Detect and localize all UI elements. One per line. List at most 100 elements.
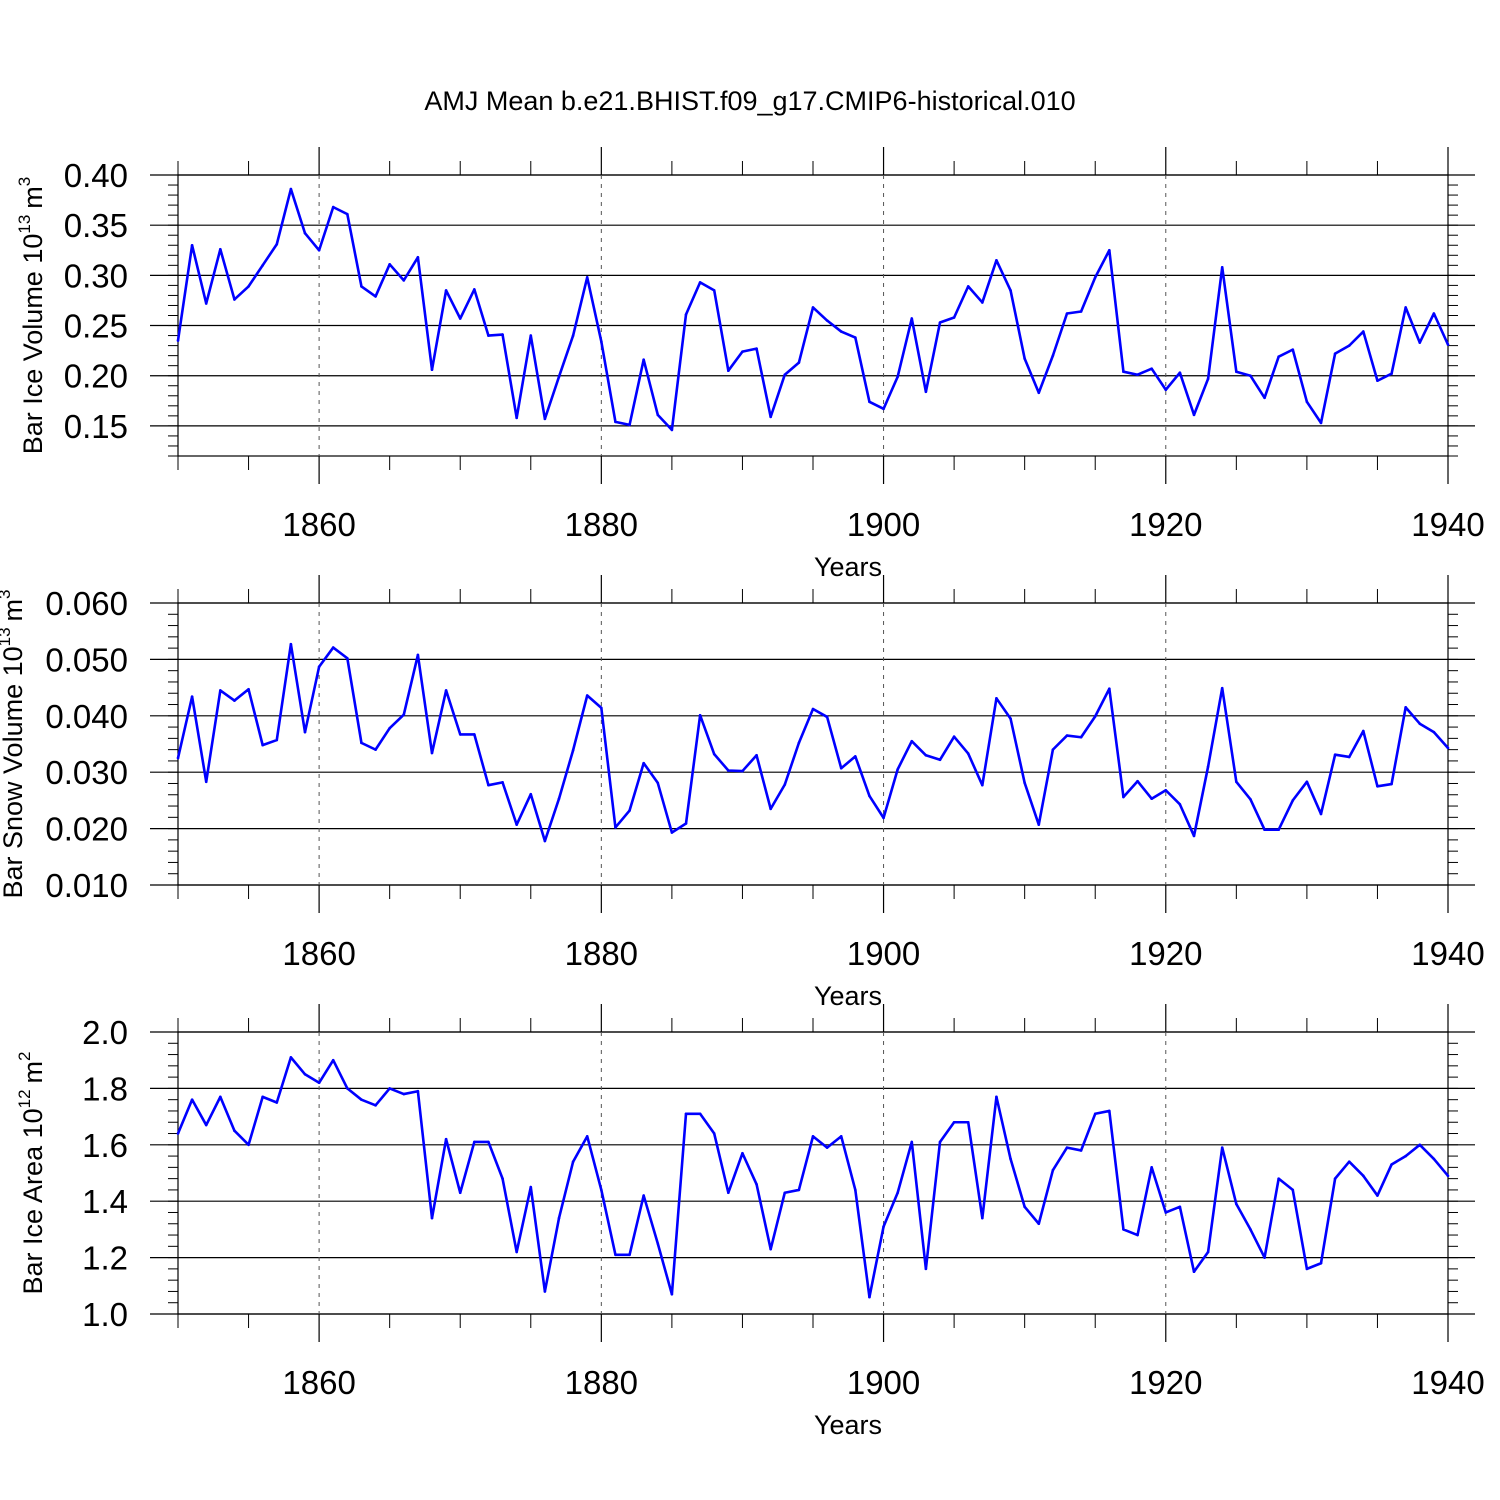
data-point <box>1065 1146 1069 1149</box>
data-point <box>1178 371 1182 375</box>
data-point <box>642 1194 645 1197</box>
data-point <box>910 739 914 743</box>
data-point <box>698 713 702 717</box>
data-point <box>430 751 434 755</box>
data-point <box>839 766 843 770</box>
data-point <box>360 285 363 288</box>
data-point <box>543 839 547 843</box>
x-tick-label: 1940 <box>1411 935 1484 972</box>
data-point <box>952 1120 956 1124</box>
data-point <box>1376 785 1379 788</box>
data-point <box>331 205 335 209</box>
data-point <box>261 264 264 267</box>
x-axis-label: Years <box>814 1410 882 1440</box>
data-point <box>1291 1188 1295 1192</box>
data-point <box>1178 1205 1182 1209</box>
data-point <box>797 1188 801 1192</box>
data-point <box>374 1104 377 1107</box>
data-point <box>501 333 504 336</box>
data-point <box>1220 1146 1224 1149</box>
data-point <box>1404 706 1407 709</box>
y-axis-label-text: Bar Ice Volume 10 <box>18 234 48 455</box>
data-point <box>247 285 250 288</box>
data-point <box>571 748 575 752</box>
data-point <box>1418 1143 1422 1147</box>
data-point <box>712 1132 716 1135</box>
data-point <box>783 1191 787 1195</box>
data-point <box>190 243 194 247</box>
data-point <box>868 1295 871 1299</box>
y-tick-label: 1.2 <box>82 1240 128 1277</box>
data-point <box>473 288 476 291</box>
data-point <box>1418 341 1422 344</box>
data-point <box>1235 780 1238 784</box>
data-point <box>1249 1228 1252 1231</box>
data-point <box>924 390 928 394</box>
data-point <box>501 781 504 784</box>
data-point <box>1206 1250 1210 1254</box>
data-point <box>670 1292 674 1296</box>
data-point <box>769 1247 772 1251</box>
data-point <box>515 416 518 420</box>
data-point <box>585 694 589 697</box>
data-point <box>360 741 363 745</box>
data-point <box>1263 1256 1266 1259</box>
data-point <box>1390 1163 1393 1166</box>
data-point <box>628 809 631 812</box>
data-point <box>1390 372 1393 376</box>
x-tick-label: 1920 <box>1129 1364 1202 1401</box>
panel-ice-area: 1.0 1.2 1.4 1.6 1.8 2.0 1860 1880 1900 1920 1940 Ye… <box>15 1004 1485 1440</box>
data-point <box>727 769 730 772</box>
data-point <box>1164 1211 1168 1214</box>
data-point <box>656 1242 660 1245</box>
data-point <box>1079 735 1083 739</box>
data-point <box>656 413 660 417</box>
data-point <box>981 783 984 787</box>
data-point <box>868 794 871 798</box>
data-point <box>670 428 674 432</box>
data-point <box>1037 823 1041 826</box>
data-point <box>1122 370 1125 374</box>
data-point <box>444 689 448 692</box>
data-point <box>839 1135 843 1138</box>
data-point <box>1136 1233 1139 1237</box>
data-point <box>966 752 970 755</box>
data-point <box>896 1191 899 1195</box>
data-point <box>1192 834 1196 838</box>
data-point <box>1150 1166 1153 1169</box>
data-point <box>501 1177 504 1180</box>
data-point <box>1093 1112 1097 1116</box>
data-point <box>966 285 970 288</box>
data-point <box>444 1137 448 1141</box>
data-point <box>854 1188 857 1192</box>
data-point <box>416 653 420 657</box>
y-tick-label: 1.0 <box>82 1296 128 1333</box>
data-point <box>614 826 617 829</box>
data-point <box>346 1087 349 1090</box>
data-point <box>458 733 462 736</box>
data-point <box>204 780 208 784</box>
data-point <box>346 656 349 660</box>
data-point <box>190 695 194 698</box>
data-point <box>1065 312 1069 315</box>
x-tick-label: 1860 <box>282 935 355 972</box>
data-point <box>727 1191 730 1195</box>
data-point <box>1122 795 1125 799</box>
panels: 0.15 0.20 0.25 0.30 0.35 0.40 1860 1880 1900 1920… <box>0 147 1485 1440</box>
data-point <box>698 281 702 284</box>
data-point <box>1362 1174 1365 1178</box>
data-point <box>416 1089 420 1093</box>
data-point <box>1347 755 1351 759</box>
data-point <box>1319 421 1323 425</box>
data-point <box>1277 1177 1280 1180</box>
data-point <box>1418 722 1422 725</box>
data-point <box>1023 1205 1026 1209</box>
data-point <box>938 1140 942 1144</box>
data-point <box>1263 396 1266 400</box>
data-point <box>1446 343 1450 346</box>
data-point <box>1432 312 1436 315</box>
y-axis-label-exponent: 13 <box>0 627 14 646</box>
data-point <box>1051 354 1055 357</box>
data-point <box>261 1095 264 1099</box>
data-point <box>769 415 772 419</box>
